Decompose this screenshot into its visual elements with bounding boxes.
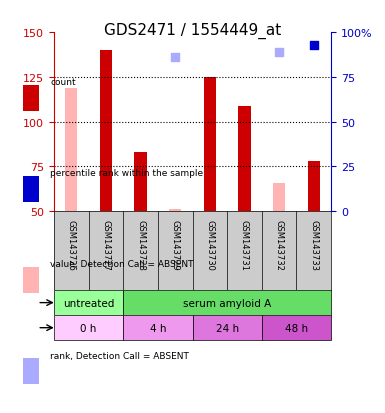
- Text: GSM143726: GSM143726: [67, 220, 76, 271]
- Point: [311, 42, 317, 49]
- Point: [207, 14, 213, 20]
- Text: 48 h: 48 h: [285, 323, 308, 333]
- Text: 24 h: 24 h: [216, 323, 239, 333]
- Point: [137, 23, 144, 29]
- Bar: [169, 210, 181, 212]
- FancyBboxPatch shape: [192, 316, 262, 340]
- Point: [241, 12, 248, 19]
- Text: GSM143730: GSM143730: [205, 220, 214, 271]
- Text: 4 h: 4 h: [150, 323, 166, 333]
- Bar: [65, 88, 77, 212]
- Text: value, Detection Call = ABSENT: value, Detection Call = ABSENT: [50, 260, 194, 269]
- FancyBboxPatch shape: [54, 316, 123, 340]
- Text: GSM143731: GSM143731: [240, 220, 249, 271]
- Text: GSM143733: GSM143733: [309, 220, 318, 271]
- FancyBboxPatch shape: [123, 290, 331, 316]
- Bar: [100, 51, 112, 212]
- FancyBboxPatch shape: [54, 290, 123, 316]
- Point: [68, 23, 74, 29]
- Text: GSM143732: GSM143732: [275, 220, 284, 271]
- Bar: [238, 106, 251, 212]
- Bar: [273, 183, 285, 212]
- Text: 0 h: 0 h: [80, 323, 97, 333]
- Text: rank, Detection Call = ABSENT: rank, Detection Call = ABSENT: [50, 351, 189, 360]
- Bar: [204, 78, 216, 212]
- Bar: [134, 153, 147, 212]
- FancyBboxPatch shape: [123, 316, 192, 340]
- FancyBboxPatch shape: [262, 316, 331, 340]
- Point: [103, 15, 109, 22]
- Point: [172, 55, 178, 62]
- Point: [276, 50, 282, 56]
- Text: percentile rank within the sample: percentile rank within the sample: [50, 169, 203, 178]
- Text: GSM143727: GSM143727: [101, 220, 110, 271]
- Text: untreated: untreated: [63, 298, 114, 308]
- Text: count: count: [50, 78, 76, 87]
- Text: GDS2471 / 1554449_at: GDS2471 / 1554449_at: [104, 23, 281, 39]
- Text: GSM143729: GSM143729: [171, 220, 180, 270]
- Text: GSM143728: GSM143728: [136, 220, 145, 271]
- Bar: [308, 162, 320, 212]
- Text: serum amyloid A: serum amyloid A: [183, 298, 271, 308]
